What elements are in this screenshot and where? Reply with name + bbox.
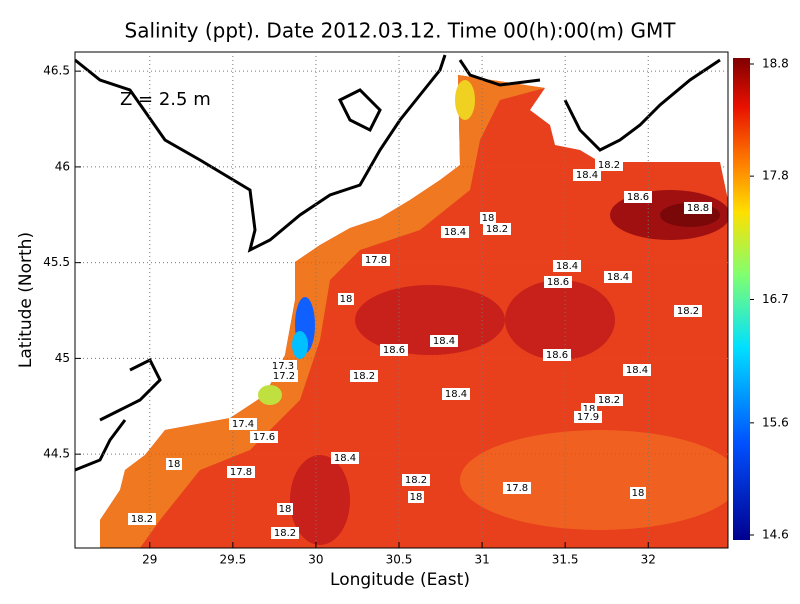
colorbar [733, 58, 750, 540]
x-tick-label: 31 [474, 553, 489, 567]
contour-label-box [595, 394, 623, 406]
x-axis-label: Longitude (East) [330, 570, 470, 590]
contour-label-box [543, 349, 571, 361]
contour-label: 17.9 [577, 412, 599, 423]
contour-label-box [227, 466, 255, 478]
contour-label-box [430, 335, 458, 347]
contour-label: 18.2 [677, 306, 699, 317]
contour-label-box [553, 260, 581, 272]
contour-label-box [624, 191, 652, 203]
x-tick-label: 31.5 [552, 553, 579, 567]
contour-label-box [277, 503, 293, 515]
contour-label: 18 [340, 294, 353, 305]
contour-label: 17.6 [253, 432, 275, 443]
contour-label-box [350, 370, 378, 382]
contour-label-box [544, 276, 572, 288]
contour-label: 17.8 [365, 255, 387, 266]
contour-label-box [442, 388, 470, 400]
y-tick-label: 44.5 [43, 447, 70, 461]
colorbar-label: 15.6 [762, 415, 789, 429]
x-tick-label: 29 [142, 553, 157, 567]
colorbar-label: 14.6 [762, 528, 789, 542]
contour-label: 18.6 [547, 277, 569, 288]
contour-label-box [674, 305, 702, 317]
contour-label-box [623, 364, 651, 376]
contour-label: 18.6 [627, 192, 649, 203]
plot-frame [74, 51, 729, 549]
contour-label: 18 [168, 459, 181, 470]
contour-label: 18 [279, 504, 292, 515]
contour-label-box [362, 254, 390, 266]
contour-label-box [574, 411, 602, 423]
y-tick-label: 46.5 [43, 64, 70, 78]
title: Salinity (ppt). Date 2012.03.12. Time 00… [125, 19, 677, 43]
contour-label-box [166, 458, 182, 470]
contour-label: 18.4 [433, 336, 455, 347]
contour-label: 18 [482, 213, 495, 224]
depth-label: Z = 2.5 m [120, 89, 211, 110]
colorbar-label: 18.8 [762, 57, 789, 71]
y-tick-label: 45 [55, 351, 70, 365]
contour-label: 18.2 [598, 395, 620, 406]
contour-label: 18.2 [353, 371, 375, 382]
contour-label: 18.2 [131, 514, 153, 525]
colorbar-label: 17.8 [762, 169, 789, 183]
contour-label: 18.4 [576, 170, 598, 181]
contour-label: 18 [583, 404, 596, 415]
contour-label-box [684, 202, 712, 214]
y-tick-label: 46 [55, 159, 70, 173]
y-axis-label: Latitude (North) [16, 232, 36, 368]
contour-label-box [441, 226, 469, 238]
contour-label: 18 [410, 492, 423, 503]
contour-label-box [229, 418, 257, 430]
contour-label-box [573, 169, 601, 181]
contour-label-box [331, 452, 359, 464]
x-tick-label: 32 [641, 553, 656, 567]
x-tick-label: 30 [308, 553, 323, 567]
contour-label: 17.3 [272, 361, 294, 372]
contour-label: 18.2 [486, 224, 508, 235]
contour-label: 17.8 [506, 483, 528, 494]
contour-label-box [483, 223, 511, 235]
contour-label: 18.2 [405, 475, 427, 486]
contour-label: 18.6 [383, 345, 405, 356]
contour-label: 18.4 [445, 389, 467, 400]
colorbar-label: 16.7 [762, 292, 789, 306]
contour-label: 18.4 [626, 365, 648, 376]
contour-label-box [604, 271, 632, 283]
x-tick-label: 29.5 [219, 553, 246, 567]
contour-label-box [630, 487, 646, 499]
x-tick-label: 30.5 [386, 553, 413, 567]
contour-label: 18.4 [334, 453, 356, 464]
contour-label-box [250, 431, 278, 443]
contour-label-box [128, 513, 156, 525]
contour-label: 17.2 [273, 371, 295, 382]
contour-label: 17.8 [230, 467, 252, 478]
contour-label: 18.8 [687, 203, 709, 214]
contour-label-box [480, 212, 496, 224]
contour-label-box [338, 293, 354, 305]
contour-label: 17.4 [232, 419, 254, 430]
contour-label-box [503, 482, 531, 494]
contour-label: 18.4 [556, 261, 578, 272]
contour-label: 18.2 [274, 528, 296, 539]
contour-label-box [270, 370, 298, 382]
contour-label: 18.6 [546, 350, 568, 361]
contour-label-box [595, 159, 623, 171]
contour-label: 18.4 [607, 272, 629, 283]
contour-label-box [408, 491, 424, 503]
contour-label: 18.2 [598, 160, 620, 171]
contour-label: 18 [632, 488, 645, 499]
contour-label-box [402, 474, 430, 486]
contour-label: 18.4 [444, 227, 466, 238]
contour-label-box [271, 527, 299, 539]
contour-label-box [380, 344, 408, 356]
y-tick-label: 45.5 [43, 255, 70, 269]
contour-label-box [269, 360, 297, 372]
